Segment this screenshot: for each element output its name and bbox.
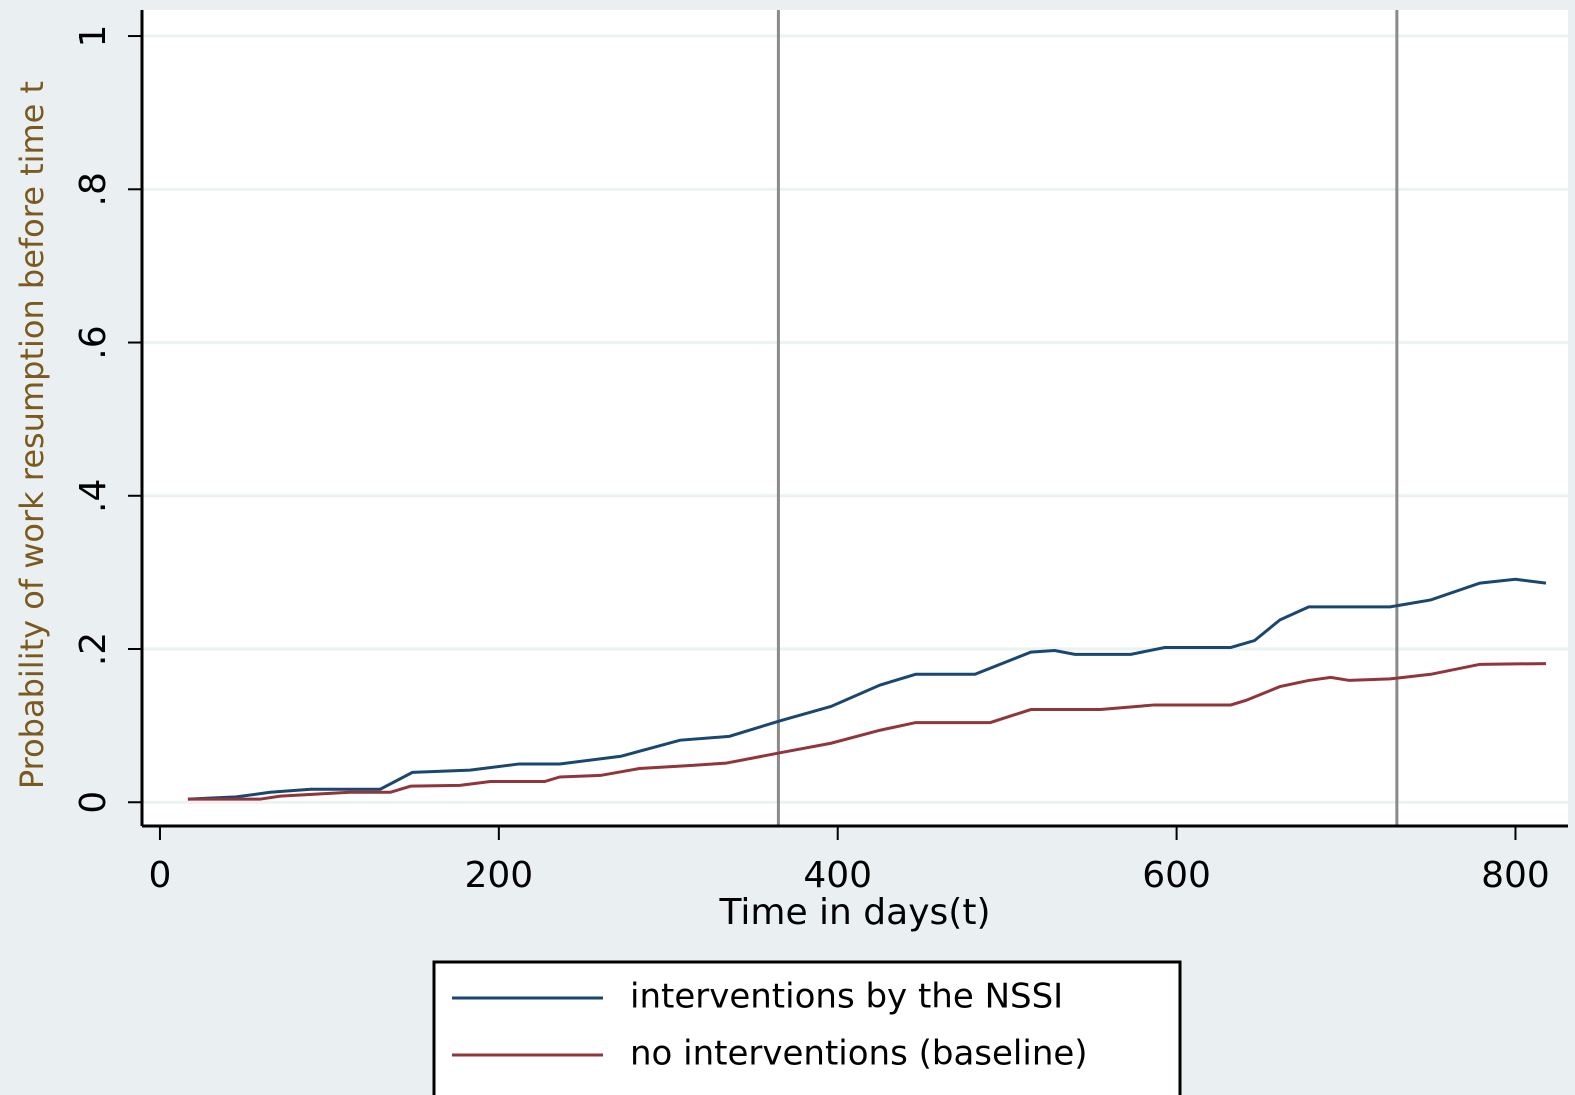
y-tick-label: .2	[73, 632, 114, 666]
plot-area	[142, 10, 1568, 826]
y-tick-label: .8	[73, 172, 114, 206]
y-tick-label: .6	[73, 325, 114, 359]
x-tick-label: 800	[1481, 855, 1550, 896]
legend-box	[432, 960, 1182, 1095]
x-tick-label: 0	[149, 855, 172, 896]
x-tick-label: 200	[464, 855, 533, 896]
y-tick-label: .4	[73, 479, 114, 513]
y-axis-label: Probability of work resumption before ti…	[13, 81, 51, 789]
x-axis-label: Time in days(t)	[719, 892, 991, 933]
legend-label: no interventions (baseline)	[630, 1034, 1088, 1074]
series-line	[187, 662, 1546, 801]
series-line	[187, 577, 1547, 801]
legend-label: interventions by the NSSI	[630, 977, 1063, 1017]
y-tick-label: 0	[73, 791, 114, 814]
x-tick-label: 400	[803, 855, 872, 896]
x-tick-label: 600	[1142, 855, 1211, 896]
y-tick-label: 1	[73, 25, 114, 48]
